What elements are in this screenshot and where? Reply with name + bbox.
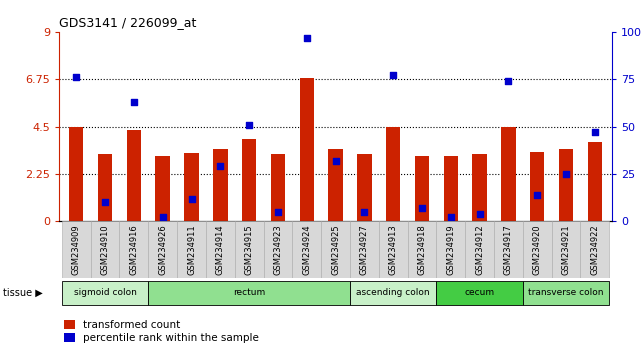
Point (359, 209, 369, 215)
Point (100, 200, 110, 205)
Bar (242, 139, 256, 221)
Bar (523, 221, 552, 278)
Text: GSM234913: GSM234913 (388, 224, 397, 275)
Point (187, 196, 197, 201)
Text: cecum: cecum (465, 289, 495, 297)
Point (331, 158, 341, 164)
Bar (321, 221, 350, 278)
Text: GSM234915: GSM234915 (245, 224, 254, 275)
Bar (581, 221, 610, 278)
Point (215, 164, 226, 169)
Text: GSM234909: GSM234909 (72, 224, 81, 275)
Bar (271, 154, 285, 221)
Bar (119, 221, 148, 278)
Bar (588, 142, 602, 221)
Bar (127, 130, 141, 221)
Bar (444, 156, 458, 221)
Text: GSM234927: GSM234927 (360, 224, 369, 275)
Bar (494, 221, 523, 278)
Bar (328, 149, 343, 221)
Text: GSM234911: GSM234911 (187, 224, 196, 275)
Text: GSM234916: GSM234916 (129, 224, 138, 275)
Bar (206, 221, 235, 278)
Bar (357, 154, 372, 221)
Text: GSM234923: GSM234923 (274, 224, 283, 275)
Point (590, 130, 600, 135)
Bar (148, 281, 350, 305)
Point (561, 171, 571, 177)
Bar (350, 281, 437, 305)
Text: transverse colon: transverse colon (528, 289, 604, 297)
Point (474, 211, 485, 217)
Bar (62, 281, 148, 305)
Bar (437, 281, 523, 305)
Point (417, 205, 427, 211)
Bar (530, 152, 544, 221)
Text: GSM234925: GSM234925 (331, 224, 340, 275)
Bar (465, 221, 494, 278)
Bar (386, 127, 401, 221)
Bar (501, 127, 515, 221)
Point (129, 99, 139, 105)
Text: GSM234912: GSM234912 (475, 224, 484, 275)
Text: rectum: rectum (233, 289, 265, 297)
Text: GSM234920: GSM234920 (533, 224, 542, 275)
Bar (69, 127, 83, 221)
Text: GDS3141 / 226099_at: GDS3141 / 226099_at (59, 16, 196, 29)
Text: tissue ▶: tissue ▶ (3, 288, 43, 298)
Bar (235, 221, 263, 278)
Bar (263, 221, 292, 278)
Text: ascending colon: ascending colon (356, 289, 430, 297)
Text: GSM234921: GSM234921 (562, 224, 570, 275)
Point (445, 215, 456, 220)
Bar (98, 154, 112, 221)
Bar (156, 156, 170, 221)
Text: GSM234924: GSM234924 (303, 224, 312, 275)
Text: GSM234919: GSM234919 (446, 224, 455, 275)
Bar (523, 281, 610, 305)
Bar (379, 221, 408, 278)
Bar (559, 149, 573, 221)
Text: GSM234918: GSM234918 (417, 224, 426, 275)
Point (244, 122, 254, 127)
Text: GSM234910: GSM234910 (101, 224, 110, 275)
Legend: transformed count, percentile rank within the sample: transformed count, percentile rank withi… (64, 320, 259, 343)
Text: sigmoid colon: sigmoid colon (74, 289, 137, 297)
Text: GSM234922: GSM234922 (590, 224, 599, 275)
Bar (472, 154, 487, 221)
Point (273, 209, 283, 215)
Bar (177, 221, 206, 278)
Bar (552, 221, 581, 278)
Text: GSM234914: GSM234914 (216, 224, 225, 275)
Point (302, 35, 312, 40)
Bar (350, 221, 379, 278)
Bar (213, 149, 228, 221)
Point (532, 192, 542, 198)
Bar (185, 153, 199, 221)
Bar (299, 78, 314, 221)
Point (503, 78, 513, 84)
Point (388, 73, 398, 78)
Bar (437, 221, 465, 278)
Text: GSM234926: GSM234926 (158, 224, 167, 275)
Point (71, 74, 81, 80)
Bar (408, 221, 437, 278)
Bar (415, 156, 429, 221)
Bar (90, 221, 119, 278)
Point (158, 215, 168, 220)
Bar (148, 221, 177, 278)
Bar (62, 221, 90, 278)
Text: GSM234917: GSM234917 (504, 224, 513, 275)
Bar (292, 221, 321, 278)
